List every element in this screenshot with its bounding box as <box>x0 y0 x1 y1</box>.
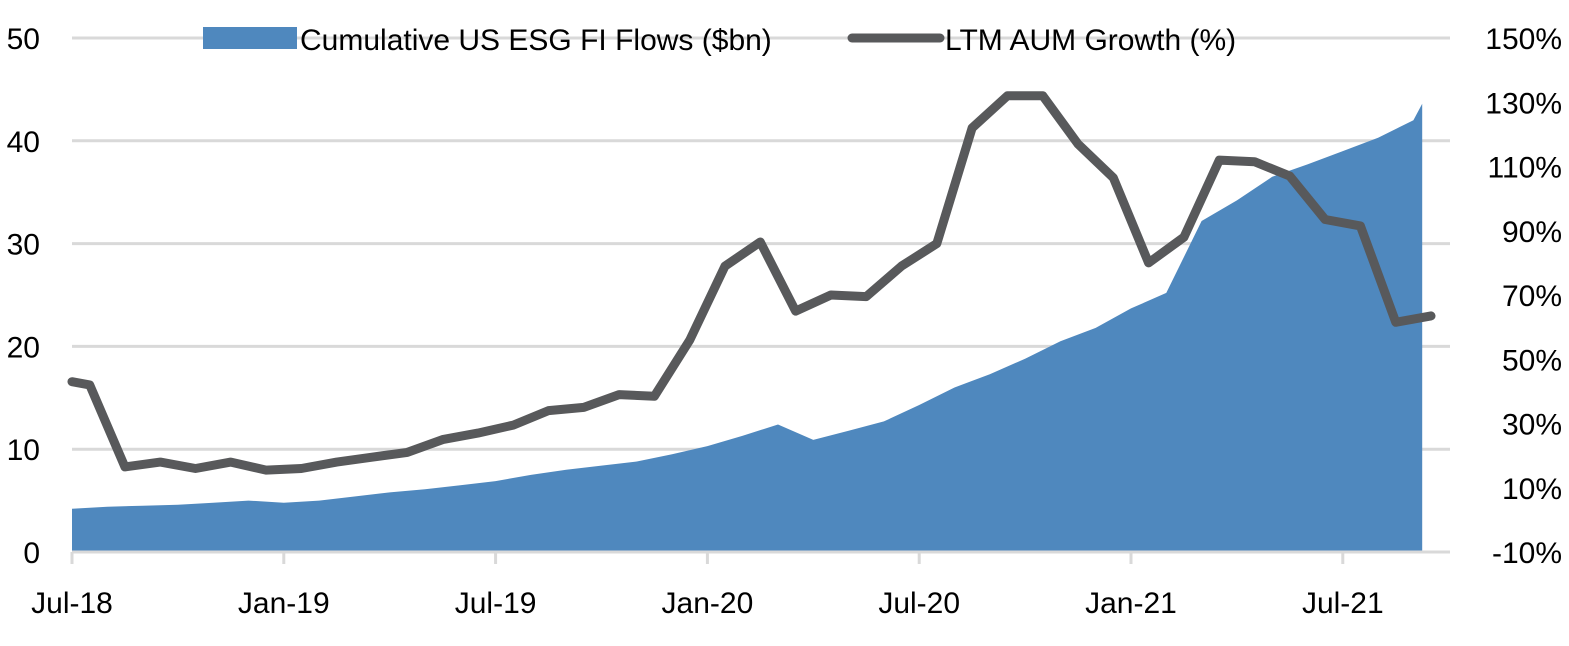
y-left-tick-label: 40 <box>7 126 40 159</box>
x-tick-label: Jan-20 <box>662 587 754 620</box>
y-right-tick-labels: -10% 10% 30% 50% 70% 90% 110% 130% 150% <box>1485 23 1562 570</box>
y-right-tick-label: -10% <box>1492 537 1562 570</box>
y-left-tick-label: 50 <box>7 23 40 56</box>
y-right-tick-label: 30% <box>1502 409 1562 442</box>
line-ltm-aum-growth <box>67 91 1436 475</box>
y-right-tick-label: 130% <box>1485 87 1562 120</box>
y-right-tick-label: 50% <box>1502 344 1562 377</box>
y-right-tick-label: 10% <box>1502 473 1562 506</box>
y-right-tick-label: 70% <box>1502 280 1562 313</box>
x-tick-label: Jul-20 <box>878 587 960 620</box>
x-tick-label: Jan-21 <box>1085 587 1177 620</box>
legend-area-label: Cumulative US ESG FI Flows ($bn) <box>300 24 772 57</box>
legend: Cumulative US ESG FI Flows ($bn) LTM AUM… <box>203 24 1236 57</box>
x-tick-label: Jul-18 <box>31 587 113 620</box>
x-tick-label: Jul-19 <box>455 587 537 620</box>
area-series <box>72 103 1423 553</box>
y-right-tick-label: 110% <box>1487 152 1562 185</box>
y-left-tick-label: 20 <box>7 331 40 364</box>
y-right-tick-label: 150% <box>1485 23 1562 56</box>
y-left-tick-label: 30 <box>7 229 40 262</box>
area-cumulative-flows <box>72 103 1423 553</box>
legend-area-swatch <box>203 27 297 49</box>
y-left-tick-label: 0 <box>23 537 40 570</box>
x-axis-tick-labels: Jul-18 Jan-19 Jul-19 Jan-20 Jul-20 Jan-21 Jul-… <box>31 587 1384 620</box>
y-left-tick-labels: 0 10 20 30 40 50 <box>7 23 40 570</box>
line-series <box>67 91 1436 475</box>
y-right-tick-label: 90% <box>1502 216 1562 249</box>
legend-line-label: LTM AUM Growth (%) <box>945 24 1236 57</box>
y-left-tick-label: 10 <box>7 434 40 467</box>
x-tick-label: Jul-21 <box>1302 587 1384 620</box>
x-tick-label: Jan-19 <box>238 587 330 620</box>
axes <box>70 550 1450 564</box>
